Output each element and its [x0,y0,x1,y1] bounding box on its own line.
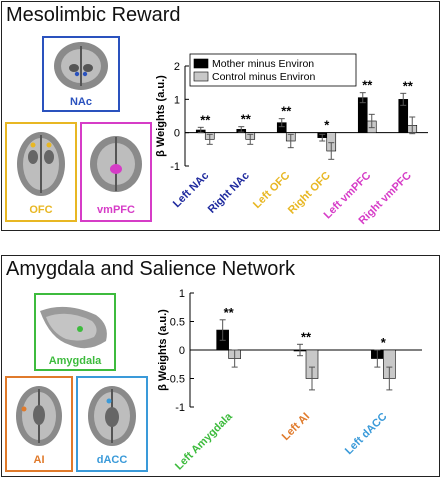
y-axis-label: β Weights (a.u.) [155,75,167,157]
significance-label: * [324,118,330,133]
significance-label: ** [362,78,373,93]
amygdala-label: Amygdala [48,355,102,367]
legend-swatch [193,71,209,82]
y-tick-label: 0.5 [170,317,185,329]
brain-sagittal-icon [40,306,107,349]
category-label: Left OFC [251,170,292,211]
legend-label: Mother minus Environ [212,58,314,70]
significance-label: * [381,335,387,350]
significance-label: ** [403,78,414,93]
y-tick-label: -0.5 [166,374,185,386]
amygdala-thumbnail: Amygdala [34,293,116,371]
ai-label: AI [33,454,45,466]
y-tick-label: -1 [175,402,185,414]
significance-label: ** [200,112,211,127]
y-axis-label: β Weights (a.u.) [157,309,169,391]
category-label: Right NAc [206,170,252,216]
brain-axial-icon [17,132,65,196]
vmpfc-thumbnail: vmPFC [80,122,152,222]
mesolimbic-panel: Mesolimbic Reward NAc OFC [1,1,440,231]
panel-title: Mesolimbic Reward [6,4,181,26]
ai-thumbnail: AI [5,376,73,472]
brain-coronal-icon [90,136,142,192]
category-label: Left dACC [343,411,390,458]
y-tick-label: 1 [174,94,180,106]
y-tick-label: 1 [179,288,185,300]
significance-label: ** [301,329,312,344]
legend-label: Control minus Environ [212,71,315,83]
dacc-label: dACC [96,454,128,466]
brain-axial-icon [16,386,62,446]
significance-label: ** [241,112,252,127]
ofc-thumbnail: OFC [5,122,77,222]
legend-box [189,53,357,87]
nac-thumbnail: NAc [42,36,120,112]
significance-label: ** [281,104,292,119]
y-tick-label: -1 [170,161,180,173]
mesolimbic-bar-chart: -1 0 1 2 β Weights (a.u.) ** Left NAc ** Right N… [155,53,428,227]
legend-swatch [193,58,209,69]
y-tick-label: 0 [174,128,180,140]
dacc-thumbnail: dACC [76,376,148,472]
y-tick-label: 2 [174,61,180,73]
significance-label: ** [224,305,235,320]
category-label: Left Amygdala [173,410,235,472]
ofc-label: OFC [29,204,53,216]
amygdala-bar-chart: -1 -0.5 0 0.5 1 β Weights (a.u.) ** Left Amygda… [157,288,422,472]
amygdala-panel: Amygdala and Salience Network Amygdala A… [1,255,440,477]
brain-coronal-icon [54,42,108,90]
category-label: Left AI [280,411,312,443]
brain-axial-icon [88,386,136,446]
vmpfc-label: vmPFC [97,204,135,216]
nac-label: NAc [69,96,92,108]
y-tick-label: 0 [179,345,185,357]
category-label: Left NAc [171,170,211,210]
panel-title: Amygdala and Salience Network [6,258,296,280]
